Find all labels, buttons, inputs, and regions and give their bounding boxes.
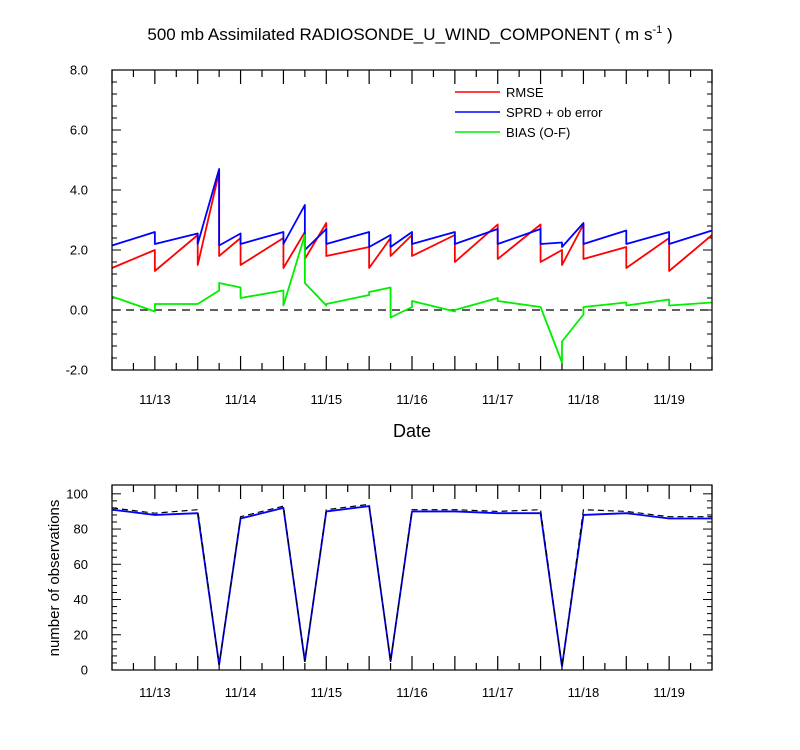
y-tick-label: 60 [74, 557, 88, 572]
series-line-rmse [111, 171, 713, 272]
series-line-bias-o-f [111, 234, 713, 364]
legend-label-sprd: SPRD + ob error [506, 105, 603, 120]
y-tick-label: 0 [81, 663, 88, 678]
x-tick-label: 11/13 [139, 392, 171, 407]
bottom-chart: 0 20 40 60 80 100 11/13 11/14 11/15 11/16 11/17 11… [46, 484, 713, 700]
chart-title: 500 mb Assimilated RADIOSONDE_U_WIND_COM… [147, 24, 672, 44]
x-tick-label: 11/16 [396, 392, 428, 407]
legend-label-rmse: RMSE [506, 85, 544, 100]
bottom-series-group [111, 503, 713, 668]
y-tick-label: 40 [74, 592, 88, 607]
x-tick-label: 11/19 [653, 392, 685, 407]
y-axis-label-observations: number of observations [46, 500, 63, 657]
y-tick-label: 80 [74, 522, 88, 537]
x-tick-label: 11/17 [482, 392, 514, 407]
x-tick-label: 11/15 [310, 392, 342, 407]
y-tick-label: 100 [66, 486, 88, 501]
series-line-observations-used [111, 505, 712, 668]
y-tick-label: -2.0 [66, 363, 88, 378]
y-tick-label: 6.0 [70, 123, 88, 138]
top-chart: 500 mb Assimilated RADIOSONDE_U_WIND_COM… [66, 24, 713, 441]
top-plot-frame [111, 69, 713, 371]
top-x-ticks: 11/13 11/14 11/15 11/16 11/17 11/18 11/19 [111, 70, 713, 407]
legend-label-bias: BIAS (O-F) [506, 125, 570, 140]
series-line-sprd-ob-error [111, 168, 713, 251]
y-tick-label: 0.0 [70, 303, 88, 318]
x-tick-label: 11/18 [568, 685, 600, 700]
x-tick-label: 11/19 [653, 685, 685, 700]
legend: RMSE SPRD + ob error BIAS (O-F) [455, 85, 603, 140]
bottom-plot-frame [111, 484, 713, 671]
y-tick-label: 4.0 [70, 183, 88, 198]
y-tick-label: 8.0 [70, 63, 88, 78]
x-tick-label: 11/14 [225, 685, 257, 700]
y-tick-label: 20 [74, 627, 88, 642]
x-tick-label: 11/16 [396, 685, 428, 700]
x-tick-label: 11/15 [310, 685, 342, 700]
x-axis-label: Date [393, 421, 431, 441]
top-y-ticks: -2.0 0.0 2.0 4.0 6.0 8.0 [66, 63, 712, 378]
x-tick-label: 11/18 [568, 392, 600, 407]
series-line-observations-possible [111, 503, 712, 668]
top-series-group [111, 168, 713, 364]
x-tick-label: 11/13 [139, 685, 171, 700]
y-tick-label: 2.0 [70, 243, 88, 258]
x-tick-label: 11/14 [225, 392, 257, 407]
x-tick-label: 11/17 [482, 685, 514, 700]
